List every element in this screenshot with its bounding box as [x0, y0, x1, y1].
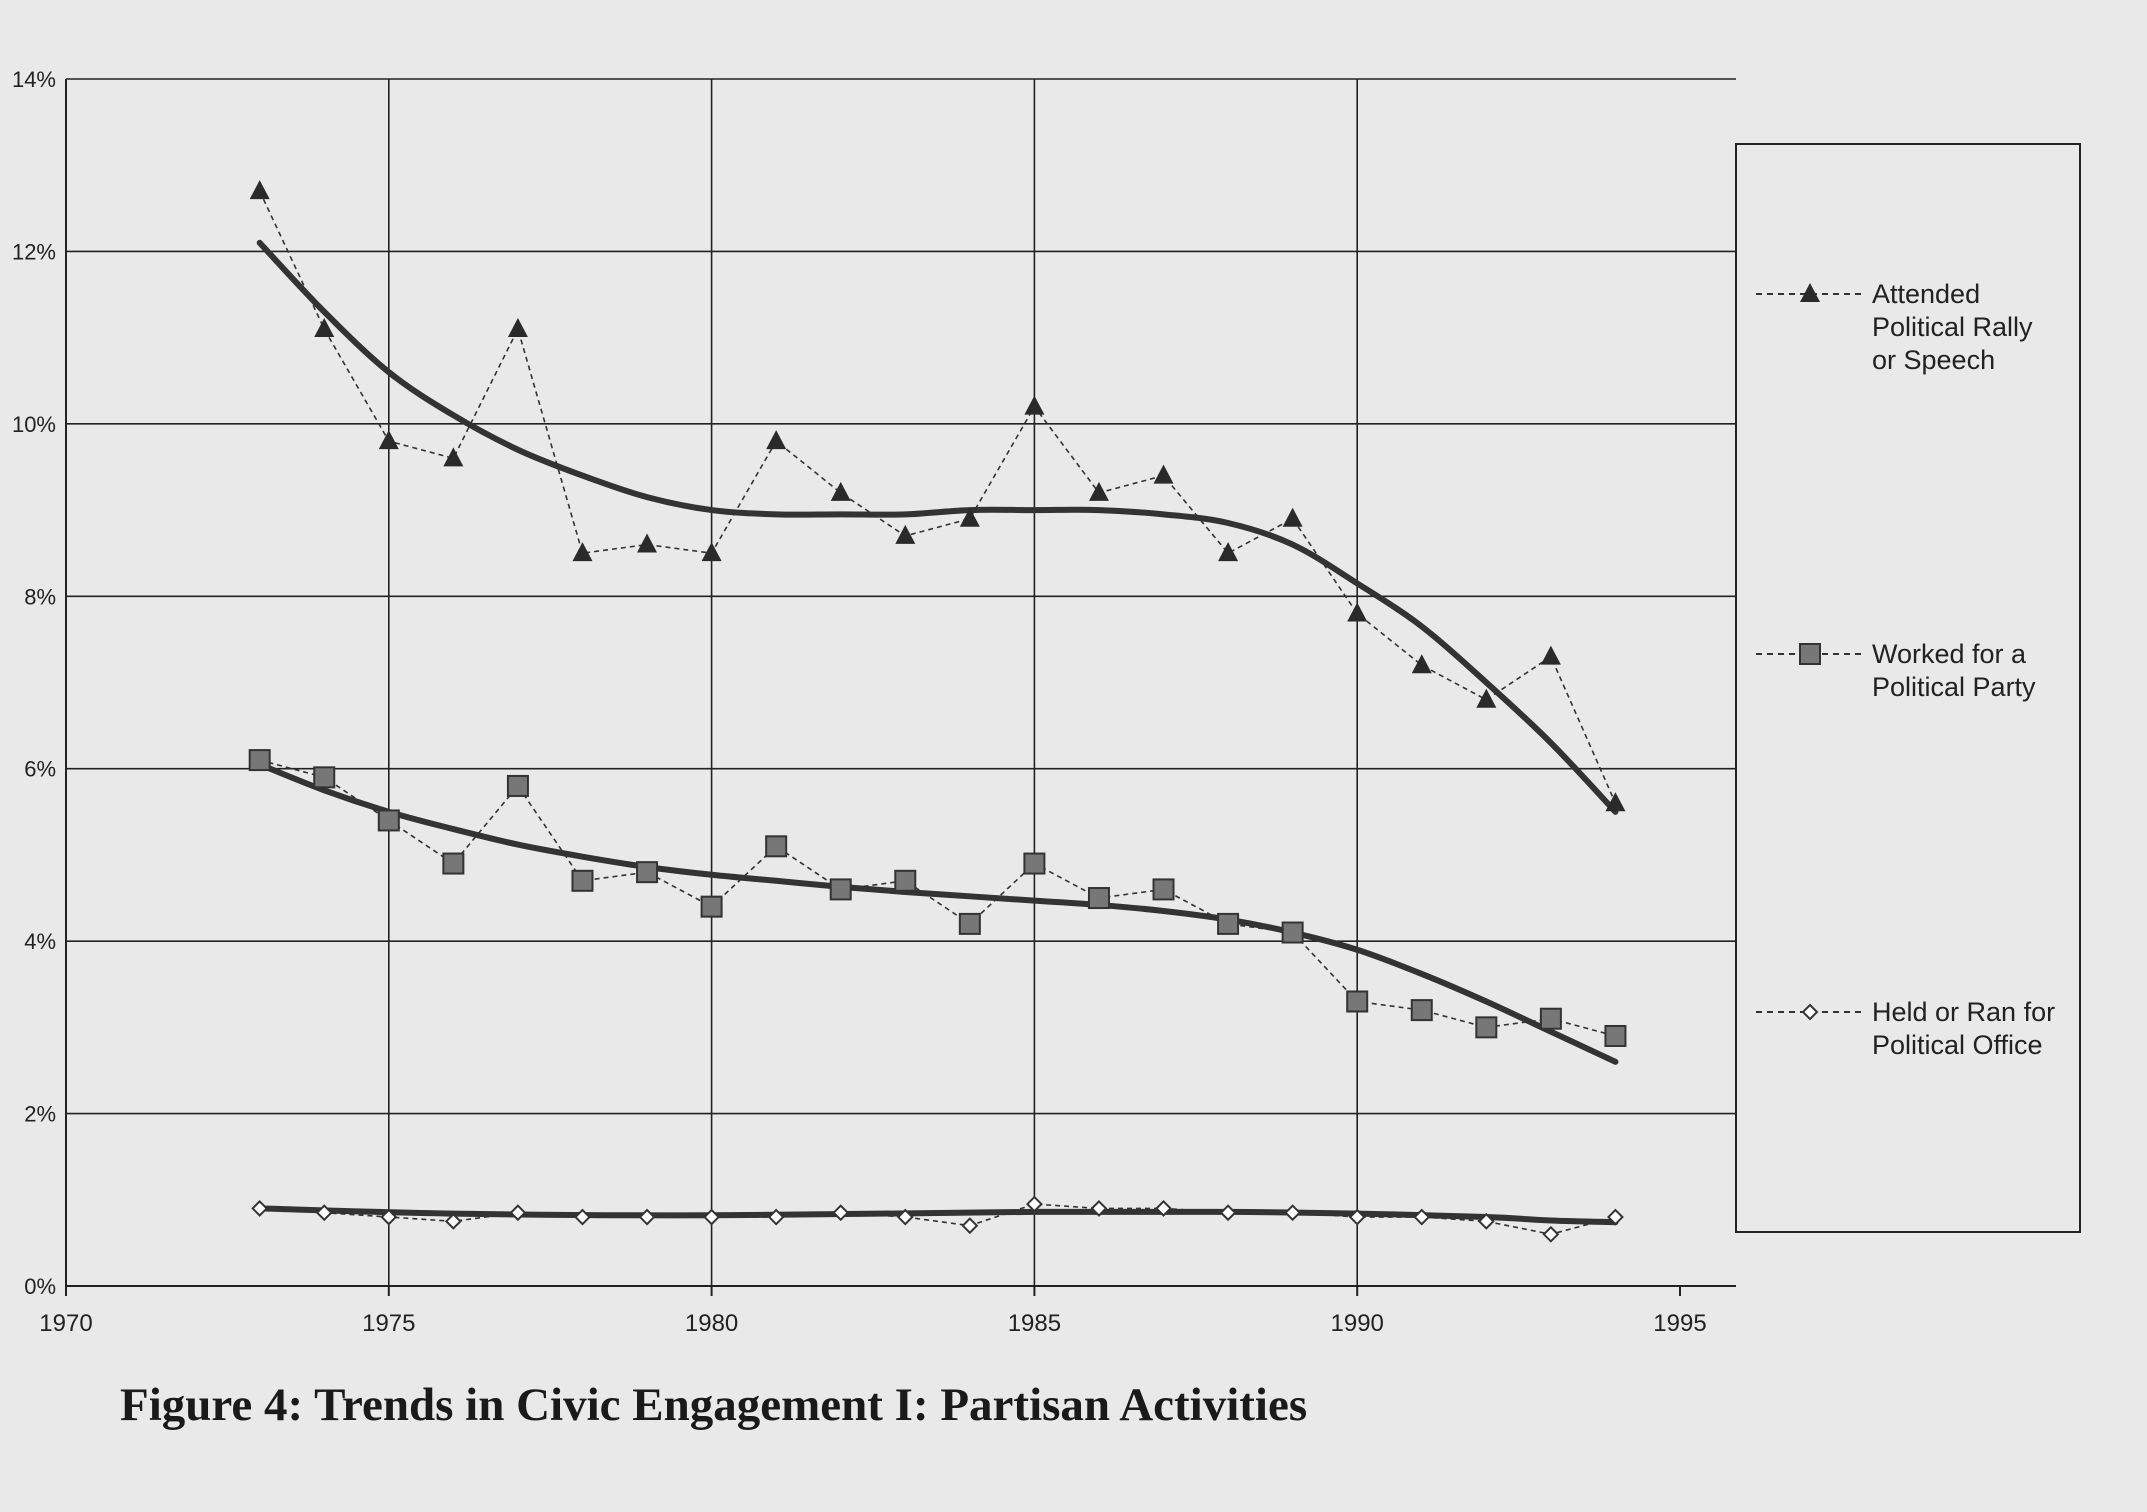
data-point-square	[1475, 1016, 1498, 1039]
y-tick-label: 10%	[12, 412, 56, 437]
data-point-diamond	[767, 1208, 785, 1226]
data-point-diamond	[1542, 1225, 1560, 1243]
data-point-diamond	[574, 1208, 591, 1226]
legend-label: Political Rally	[1872, 312, 2033, 342]
data-point-triangle	[314, 318, 335, 338]
y-tick-label: 6%	[24, 757, 56, 782]
data-point-square	[1346, 990, 1369, 1013]
data-point-square	[1217, 912, 1240, 935]
data-point-triangle	[572, 542, 593, 562]
y-tick-label: 12%	[12, 239, 56, 264]
series-line-square	[259, 759, 1616, 1037]
data-point-diamond	[1607, 1208, 1624, 1226]
data-point-square	[829, 878, 852, 901]
data-point-diamond	[1090, 1199, 1108, 1217]
data-point-triangle	[443, 447, 464, 467]
data-point-diamond	[1477, 1212, 1495, 1230]
x-tick-label: 1970	[39, 1310, 92, 1337]
series-line-triangle	[258, 190, 1617, 804]
data-point-diamond	[1284, 1204, 1302, 1222]
data-point-triangle	[1218, 542, 1239, 562]
data-point-triangle	[378, 430, 399, 450]
data-point-square	[1539, 1007, 1562, 1030]
y-tick-label: 4%	[24, 929, 56, 954]
data-point-diamond	[1348, 1208, 1366, 1226]
data-point-square	[506, 774, 529, 797]
data-point-triangle	[249, 180, 270, 200]
data-point-square	[1281, 921, 1304, 944]
x-tick-label: 1985	[1008, 1310, 1061, 1337]
data-point-triangle	[959, 507, 980, 527]
data-point-triangle	[895, 524, 916, 544]
x-tick-label: 1995	[1653, 1310, 1706, 1337]
x-tick-label: 1975	[362, 1310, 415, 1337]
legend-label: Attended	[1872, 279, 1980, 309]
trend-line-square	[256, 761, 1619, 1065]
data-point-square	[1023, 852, 1046, 875]
legend-marker-diamond	[1801, 1003, 1819, 1021]
data-point-square	[636, 861, 659, 884]
data-point-diamond	[896, 1208, 914, 1226]
data-point-square	[765, 835, 788, 858]
data-point-diamond	[1155, 1199, 1172, 1217]
y-tick-label: 8%	[24, 584, 56, 609]
data-point-diamond	[315, 1204, 333, 1222]
data-point-triangle	[830, 481, 851, 501]
data-point-triangle	[1411, 654, 1432, 674]
data-point-triangle	[1088, 481, 1109, 501]
data-point-triangle	[1605, 792, 1626, 812]
data-point-triangle	[1347, 602, 1368, 622]
x-tick-label: 1990	[1331, 1310, 1384, 1337]
data-point-triangle	[507, 318, 528, 338]
data-point-diamond	[444, 1212, 462, 1230]
series-line-diamond	[259, 1203, 1616, 1236]
legend-box	[1735, 143, 2081, 1233]
data-point-square	[1152, 878, 1175, 901]
y-tick-label: 2%	[24, 1102, 56, 1127]
trend-line-diamond	[256, 1205, 1619, 1226]
data-point-diamond	[380, 1208, 398, 1226]
data-point-diamond	[251, 1199, 269, 1217]
figure-caption: Figure 4: Trends in Civic Engagement I: …	[120, 1379, 1308, 1431]
data-point-square	[442, 852, 465, 875]
trend-line-triangle	[256, 239, 1619, 815]
data-point-square	[958, 912, 981, 935]
data-point-square	[894, 869, 917, 892]
data-point-triangle	[1476, 688, 1497, 708]
data-point-square	[1410, 999, 1433, 1022]
legend-label: or Speech	[1872, 345, 1995, 375]
data-point-triangle	[637, 533, 658, 553]
data-point-square	[571, 869, 594, 892]
data-point-diamond	[1413, 1208, 1431, 1226]
data-point-triangle	[1024, 395, 1045, 415]
legend-marker-square	[1799, 643, 1821, 665]
data-point-triangle	[766, 430, 787, 450]
data-point-diamond	[509, 1204, 527, 1222]
data-point-diamond	[1025, 1195, 1043, 1213]
data-point-square	[1087, 887, 1110, 910]
data-point-square	[313, 766, 336, 789]
data-point-square	[377, 809, 400, 832]
data-point-diamond	[638, 1208, 656, 1226]
legend-label: Political Party	[1872, 672, 2036, 702]
data-point-square	[700, 895, 723, 918]
data-point-triangle	[1153, 464, 1174, 484]
legend-label: Held or Ran for	[1872, 997, 2055, 1027]
data-point-square	[1604, 1024, 1627, 1047]
data-point-diamond	[1219, 1204, 1237, 1222]
data-point-diamond	[703, 1208, 721, 1226]
data-point-diamond	[961, 1217, 979, 1235]
x-tick-label: 1980	[685, 1310, 738, 1337]
legend-marker-triangle	[1800, 283, 1820, 302]
y-tick-label: 0%	[24, 1274, 56, 1299]
y-tick-label: 14%	[12, 67, 56, 92]
data-point-triangle	[1540, 645, 1561, 665]
data-point-diamond	[832, 1204, 850, 1222]
legend-label: Political Office	[1872, 1030, 2043, 1060]
legend-label: Worked for a	[1872, 639, 2027, 669]
data-point-triangle	[1282, 507, 1303, 527]
data-point-square	[248, 749, 271, 772]
data-point-triangle	[701, 542, 722, 562]
